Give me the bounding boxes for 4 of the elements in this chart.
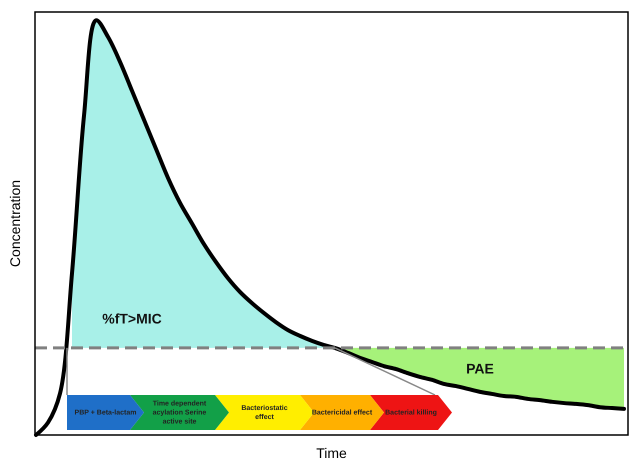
x-axis-title: Time: [316, 445, 348, 461]
annotation: %fT>MIC: [102, 310, 162, 327]
y-axis-title: Concentration: [7, 180, 23, 268]
annotation: PAE: [466, 360, 494, 377]
